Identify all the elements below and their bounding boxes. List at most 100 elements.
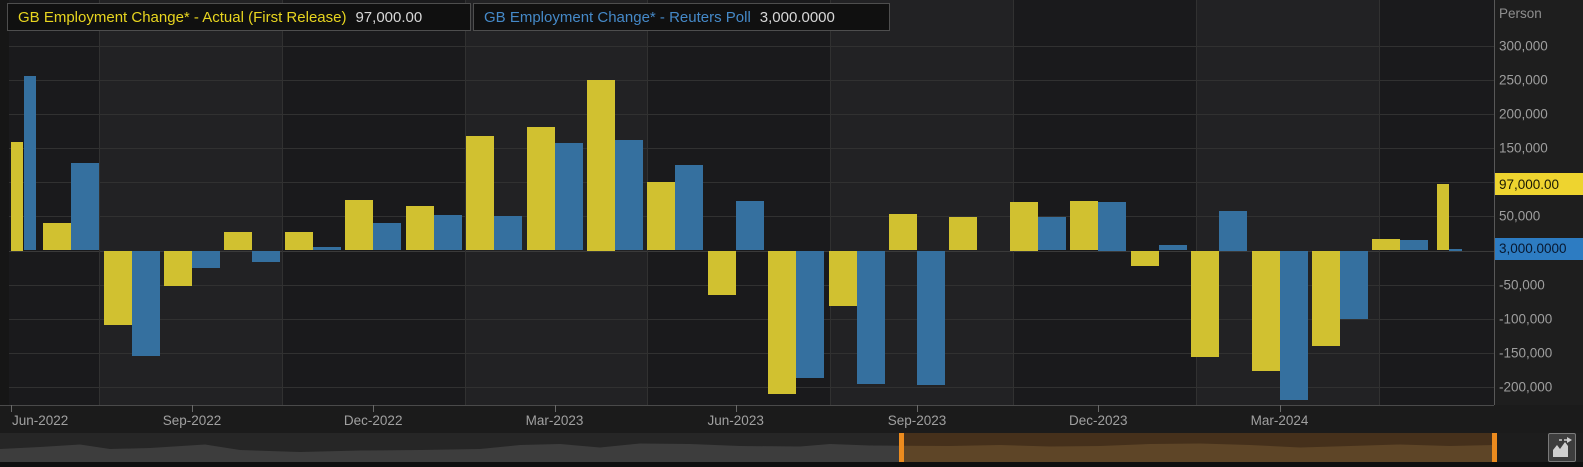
bar-poll-Jun-2023[interactable]: [735, 200, 764, 251]
y-tick-label: 250,000: [1499, 72, 1548, 88]
chart-plot-area[interactable]: [9, 0, 1494, 405]
bar-poll-Feb-2024[interactable]: [1219, 211, 1248, 251]
bar-poll-Mar-2023[interactable]: [554, 142, 583, 251]
bar-poll-Apr-2023[interactable]: [614, 140, 643, 251]
bar-poll-Mar-2024[interactable]: [1279, 250, 1308, 401]
bar-poll-Jan-2024[interactable]: [1158, 245, 1187, 251]
v-gridline: [1378, 0, 1380, 405]
v-gridline: [281, 0, 283, 405]
bar-poll-Jan-2023[interactable]: [433, 215, 462, 251]
bar-actual-Nov-2023[interactable]: [1009, 201, 1038, 251]
legend-actual-value: 97,000.00: [355, 8, 423, 26]
bar-poll-Sep-2023[interactable]: [917, 250, 945, 385]
bar-actual-Aug-2023[interactable]: [828, 250, 857, 307]
h-gridline: [9, 182, 1494, 184]
bar-poll-May-2023[interactable]: [675, 165, 704, 251]
x-axis-line: [0, 405, 1494, 406]
y-tick-label: -50,000: [1499, 277, 1545, 293]
bar-actual-Apr-2024[interactable]: [1311, 250, 1340, 346]
h-gridline: [9, 386, 1494, 388]
navigator-left-handle[interactable]: [899, 433, 904, 462]
bar-actual-Dec-2022[interactable]: [345, 200, 374, 251]
bar-actual-Jun-2023[interactable]: [707, 250, 736, 296]
bar-actual-Feb-2023[interactable]: [466, 136, 495, 251]
y-axis-last-value-actual: 97,000.00: [1495, 173, 1583, 196]
bar-poll-Aug-2022[interactable]: [131, 250, 160, 357]
bar-poll-Dec-2022[interactable]: [373, 223, 402, 251]
x-tick-label: Sep-2022: [162, 413, 222, 428]
h-gridline: [9, 352, 1494, 354]
bar-poll-Sep-2022[interactable]: [192, 250, 220, 268]
bar-poll-Jun-2022[interactable]: [23, 76, 36, 251]
h-gridline: [9, 114, 1494, 116]
bar-actual-Jan-2024[interactable]: [1130, 250, 1159, 266]
bar-poll-Apr-2024[interactable]: [1339, 250, 1368, 320]
popout-chart-button[interactable]: [1548, 433, 1576, 462]
bar-poll-May-2024[interactable]: [1400, 239, 1429, 251]
y-tick-label: -100,000: [1499, 311, 1553, 327]
v-gridline: [1195, 0, 1197, 405]
x-tick-mark: [373, 405, 375, 412]
bar-actual-Oct-2022[interactable]: [224, 232, 253, 251]
bar-actual-Jan-2023[interactable]: [405, 206, 434, 251]
h-gridline: [9, 318, 1494, 320]
bar-actual-Mar-2023[interactable]: [526, 126, 555, 251]
v-gridline: [99, 0, 100, 405]
x-tick-mark: [554, 405, 556, 412]
bar-actual-Apr-2023[interactable]: [586, 80, 615, 251]
bar-poll-Jul-2023[interactable]: [796, 250, 825, 378]
bar-poll-Oct-2022[interactable]: [252, 250, 281, 263]
bottom-strip: [0, 462, 1583, 467]
x-tick-mark: [192, 405, 193, 412]
legend-poll-label: GB Employment Change* - Reuters Poll: [484, 8, 751, 26]
legend-actual-series[interactable]: GB Employment Change* - Actual (First Re…: [7, 3, 471, 31]
bar-poll-Nov-2022[interactable]: [312, 247, 341, 251]
x-tick-mark: [1279, 405, 1281, 412]
navigator-right-handle[interactable]: [1492, 433, 1497, 462]
bar-actual-Aug-2022[interactable]: [103, 250, 132, 326]
bar-poll-Dec-2023[interactable]: [1098, 201, 1127, 251]
bar-actual-May-2024[interactable]: [1372, 238, 1401, 251]
bar-actual-Oct-2023[interactable]: [949, 217, 978, 251]
bar-actual-Jul-2022[interactable]: [43, 223, 72, 251]
bar-actual-Jul-2023[interactable]: [768, 250, 797, 394]
bar-actual-Jun-2022[interactable]: [11, 141, 24, 251]
h-gridline: [9, 80, 1494, 82]
navigator-sparkline: [0, 433, 1495, 462]
range-navigator[interactable]: [0, 433, 1583, 462]
zero-gridline: [9, 250, 1494, 252]
v-gridline: [830, 0, 832, 405]
bar-actual-Nov-2022[interactable]: [284, 232, 313, 251]
y-axis-separator: [1494, 0, 1495, 406]
bar-actual-Sep-2023[interactable]: [889, 213, 917, 251]
x-axis: Jun-2022 Sep-2022 Dec-2022 Mar-2023 Jun-2023…: [0, 405, 1583, 433]
bar-actual-Mar-2024[interactable]: [1251, 250, 1280, 371]
bar-poll-Aug-2023[interactable]: [856, 250, 885, 384]
x-tick-label: Dec-2023: [1069, 413, 1128, 428]
bar-actual-Dec-2023[interactable]: [1070, 200, 1099, 251]
x-tick-mark: [10, 405, 12, 412]
x-tick-mark: [1098, 405, 1100, 412]
bar-actual-Jun-2024[interactable]: [1436, 184, 1450, 251]
y-axis: 300,000 250,000 200,000 150,000 50,000 -50,00…: [1494, 0, 1583, 405]
h-gridline: [9, 284, 1494, 286]
bar-actual-May-2023[interactable]: [647, 181, 676, 251]
bar-poll-Feb-2023[interactable]: [494, 216, 523, 251]
bar-poll-Nov-2023[interactable]: [1037, 217, 1066, 251]
quarter-band: [99, 0, 282, 405]
x-tick-label: Sep-2023: [887, 413, 947, 428]
bar-poll-Jul-2022[interactable]: [71, 163, 100, 251]
chart-popout-icon: [1553, 437, 1572, 457]
bar-poll-Jun-2024[interactable]: [1449, 248, 1462, 251]
bar-actual-Sep-2022[interactable]: [164, 250, 192, 286]
legend-actual-label: GB Employment Change* - Actual (First Re…: [18, 8, 347, 26]
bar-actual-Feb-2024[interactable]: [1191, 250, 1220, 358]
legend-poll-value: 3,000.0000: [759, 8, 835, 26]
h-gridline: [9, 46, 1494, 48]
y-tick-label: 150,000: [1499, 140, 1548, 156]
x-tick-label: Dec-2022: [343, 413, 403, 428]
x-tick-label: Jun-2023: [707, 413, 764, 428]
y-tick-label: 50,000: [1499, 208, 1541, 224]
legend-poll-series[interactable]: GB Employment Change* - Reuters Poll 3,0…: [473, 3, 890, 31]
